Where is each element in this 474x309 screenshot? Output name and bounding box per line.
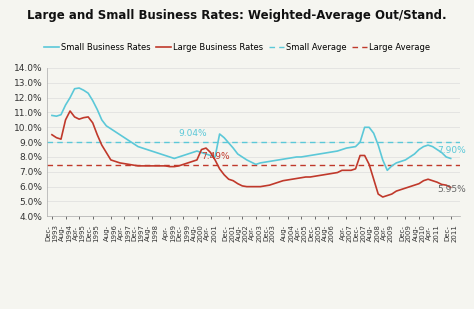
Text: Large and Small Business Rates: Weighted-Average Out/Stand.: Large and Small Business Rates: Weighted… (27, 9, 447, 22)
Text: 9.04%: 9.04% (179, 129, 208, 138)
Text: 5.95%: 5.95% (437, 185, 466, 194)
Legend: Small Business Rates, Large Business Rates, Small Average, Large Average: Small Business Rates, Large Business Rat… (40, 40, 434, 55)
Text: 7.49%: 7.49% (201, 152, 230, 161)
Text: 7.90%: 7.90% (437, 146, 466, 155)
